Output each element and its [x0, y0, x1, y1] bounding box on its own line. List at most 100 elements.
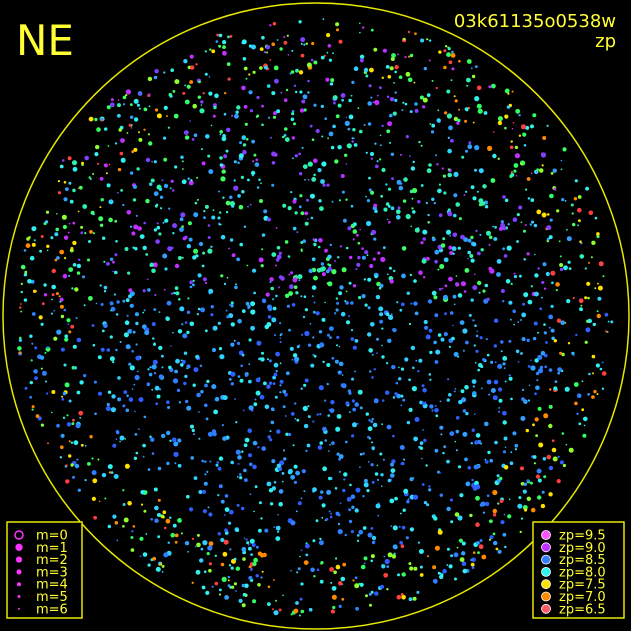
- star: [421, 401, 426, 405]
- star: [493, 131, 495, 133]
- zp-marker: [541, 554, 551, 565]
- star: [317, 245, 321, 249]
- star: [100, 303, 104, 306]
- star: [449, 498, 453, 502]
- star: [376, 478, 380, 482]
- star: [69, 199, 74, 204]
- star: [291, 358, 294, 361]
- star: [497, 157, 500, 160]
- star: [177, 438, 182, 443]
- star: [508, 374, 511, 377]
- star: [454, 440, 457, 443]
- star: [250, 553, 254, 556]
- star: [379, 134, 382, 137]
- star: [362, 26, 365, 29]
- star: [267, 435, 271, 439]
- star: [143, 128, 146, 131]
- star: [59, 456, 62, 459]
- star: [39, 355, 45, 360]
- star: [320, 262, 325, 266]
- star: [145, 198, 150, 204]
- star: [423, 438, 427, 443]
- star: [550, 304, 554, 308]
- star: [395, 381, 399, 385]
- star: [421, 483, 425, 486]
- star: [91, 457, 94, 460]
- star: [214, 581, 219, 586]
- star: [462, 349, 465, 352]
- star: [549, 388, 552, 391]
- star: [419, 565, 423, 569]
- star: [588, 372, 591, 376]
- star: [351, 399, 355, 403]
- star: [210, 313, 214, 317]
- star: [170, 179, 174, 183]
- star: [313, 173, 316, 177]
- star: [441, 287, 444, 290]
- star: [172, 223, 178, 229]
- star: [340, 174, 345, 178]
- star: [288, 328, 291, 332]
- star: [154, 505, 159, 511]
- star: [152, 262, 158, 268]
- star: [88, 116, 94, 122]
- star: [23, 298, 28, 302]
- star: [72, 263, 77, 267]
- star: [559, 267, 564, 272]
- star: [248, 575, 253, 581]
- star: [200, 547, 204, 551]
- star: [327, 333, 330, 337]
- star: [448, 60, 453, 65]
- star: [398, 185, 404, 191]
- star: [152, 359, 158, 365]
- star: [561, 352, 565, 357]
- star: [189, 507, 194, 512]
- star: [321, 503, 326, 508]
- star: [186, 405, 192, 411]
- star: [370, 527, 374, 530]
- star: [200, 100, 204, 104]
- star: [97, 162, 100, 165]
- star: [282, 389, 287, 394]
- star: [189, 321, 195, 327]
- magnitude-marker: [14, 530, 24, 540]
- star: [329, 326, 334, 331]
- star: [301, 333, 303, 336]
- star: [302, 239, 307, 243]
- star: [221, 136, 227, 142]
- star: [64, 257, 67, 260]
- star: [504, 126, 507, 130]
- star: [31, 408, 34, 411]
- star: [370, 96, 373, 99]
- star: [138, 137, 143, 142]
- star: [443, 191, 447, 195]
- magnitude-label: m=6: [36, 602, 68, 617]
- star: [268, 488, 274, 493]
- star: [442, 568, 447, 574]
- star: [70, 441, 74, 444]
- star: [433, 516, 438, 521]
- star: [114, 142, 118, 145]
- star: [142, 552, 148, 557]
- star: [266, 384, 271, 389]
- star: [506, 245, 512, 251]
- star: [391, 53, 396, 58]
- star: [453, 552, 459, 558]
- star: [244, 478, 248, 482]
- star: [406, 500, 410, 504]
- star: [272, 375, 276, 380]
- star: [222, 134, 226, 138]
- star: [219, 163, 224, 167]
- star: [219, 133, 222, 136]
- star: [397, 53, 399, 56]
- star: [315, 128, 320, 134]
- star: [292, 277, 298, 283]
- star: [191, 138, 195, 141]
- star: [68, 440, 71, 443]
- star: [92, 213, 95, 216]
- star: [438, 287, 442, 291]
- star: [124, 320, 130, 326]
- star: [62, 224, 67, 230]
- star: [119, 440, 121, 443]
- star: [590, 256, 593, 259]
